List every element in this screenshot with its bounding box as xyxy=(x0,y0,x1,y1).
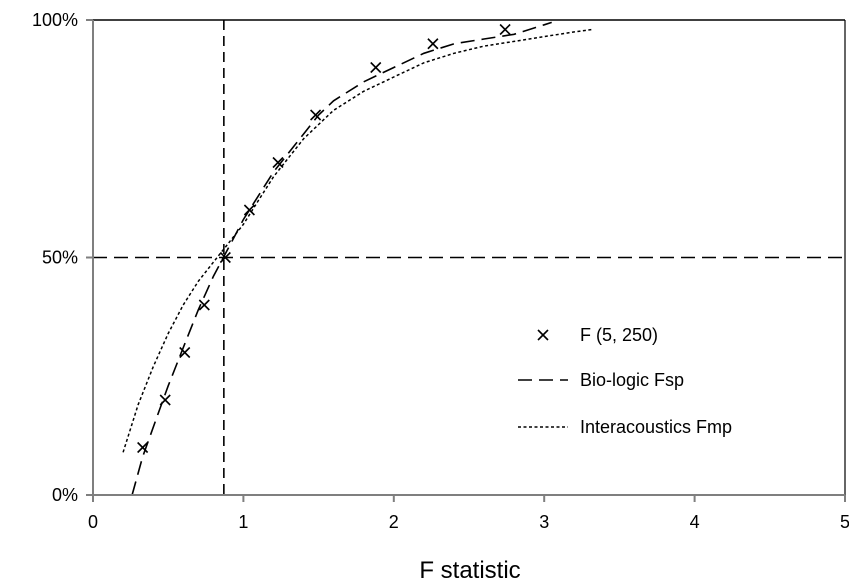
x-tick-label: 1 xyxy=(238,512,248,532)
x-tick-label: 0 xyxy=(88,512,98,532)
data-point-marker xyxy=(219,251,231,264)
legend-item-0: F (5, 250) xyxy=(537,325,658,345)
x-axis-title: F statistic xyxy=(419,557,520,584)
data-point-marker xyxy=(137,441,149,454)
legend-x-marker-b xyxy=(537,329,549,341)
x-marker-b xyxy=(370,61,382,74)
series-layer xyxy=(122,21,593,496)
reference-lines xyxy=(93,19,845,495)
series-line xyxy=(131,21,552,496)
x-tick-label: 4 xyxy=(690,512,700,532)
data-point-marker xyxy=(179,346,191,359)
data-point-marker xyxy=(198,299,210,311)
data-point-marker xyxy=(499,23,511,36)
legend: F (5, 250) Bio-logic Fsp Interacoustics Fm… xyxy=(518,325,732,437)
legend-label: F (5, 250) xyxy=(580,325,658,345)
legend-item-1: Bio-logic Fsp xyxy=(518,370,684,390)
x-marker-b xyxy=(219,251,231,264)
x-marker-b xyxy=(179,346,191,359)
series-0 xyxy=(137,23,511,454)
x-marker-b xyxy=(137,441,149,454)
legend-label: Interacoustics Fmp xyxy=(580,417,732,437)
x-marker-b xyxy=(310,109,322,121)
legend-marker xyxy=(537,329,549,341)
x-tick-label: 5 xyxy=(840,512,849,532)
x-marker-b xyxy=(499,23,511,36)
data-point-marker xyxy=(310,109,322,121)
x-marker-b xyxy=(243,204,255,216)
y-tick-label: 50% xyxy=(42,248,78,268)
series-line xyxy=(122,28,593,453)
x-marker-b xyxy=(427,38,439,50)
x-tick-label: 2 xyxy=(389,512,399,532)
x-marker-b xyxy=(198,299,210,311)
legend-label: Bio-logic Fsp xyxy=(580,370,684,390)
data-point-marker xyxy=(243,204,255,216)
data-point-marker xyxy=(272,156,284,169)
x-tick-label: 3 xyxy=(539,512,549,532)
data-point-marker xyxy=(427,38,439,50)
y-tick-label: 0% xyxy=(52,485,78,505)
series-1 xyxy=(131,21,552,496)
axes: 0 1 2 3 4 50%50%100% xyxy=(32,10,849,532)
x-marker-b xyxy=(272,156,284,169)
y-tick-label: 100% xyxy=(32,10,78,30)
legend-item-2: Interacoustics Fmp xyxy=(518,417,732,437)
data-point-marker xyxy=(370,61,382,74)
series-2 xyxy=(122,28,593,453)
